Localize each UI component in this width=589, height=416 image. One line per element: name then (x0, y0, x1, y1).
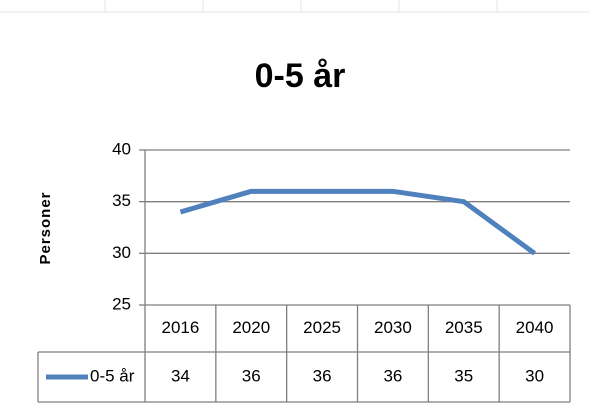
x-tick-label: 2016 (162, 318, 200, 337)
chart-title: 0-5 år (255, 57, 346, 95)
x-tick-label: 2020 (232, 318, 270, 337)
y-tick-label: 30 (112, 243, 131, 262)
x-tick-label: 2025 (303, 318, 341, 337)
table-value: 34 (171, 366, 190, 385)
table-value: 30 (525, 366, 544, 385)
x-tick-label: 2035 (445, 318, 483, 337)
table-value: 36 (313, 366, 332, 385)
table-value: 36 (383, 366, 402, 385)
series-line (179, 188, 537, 256)
table-value: 35 (454, 366, 473, 385)
legend-label: 0-5 år (90, 366, 135, 385)
x-tick-label: 2040 (516, 318, 554, 337)
y-tick-label: 25 (112, 294, 131, 313)
y-axis-label: Personer (37, 191, 54, 264)
table-value: 36 (242, 366, 261, 385)
y-tick-label: 35 (112, 191, 131, 210)
x-tick-label: 2030 (374, 318, 412, 337)
y-tick-label: 40 (112, 139, 131, 158)
